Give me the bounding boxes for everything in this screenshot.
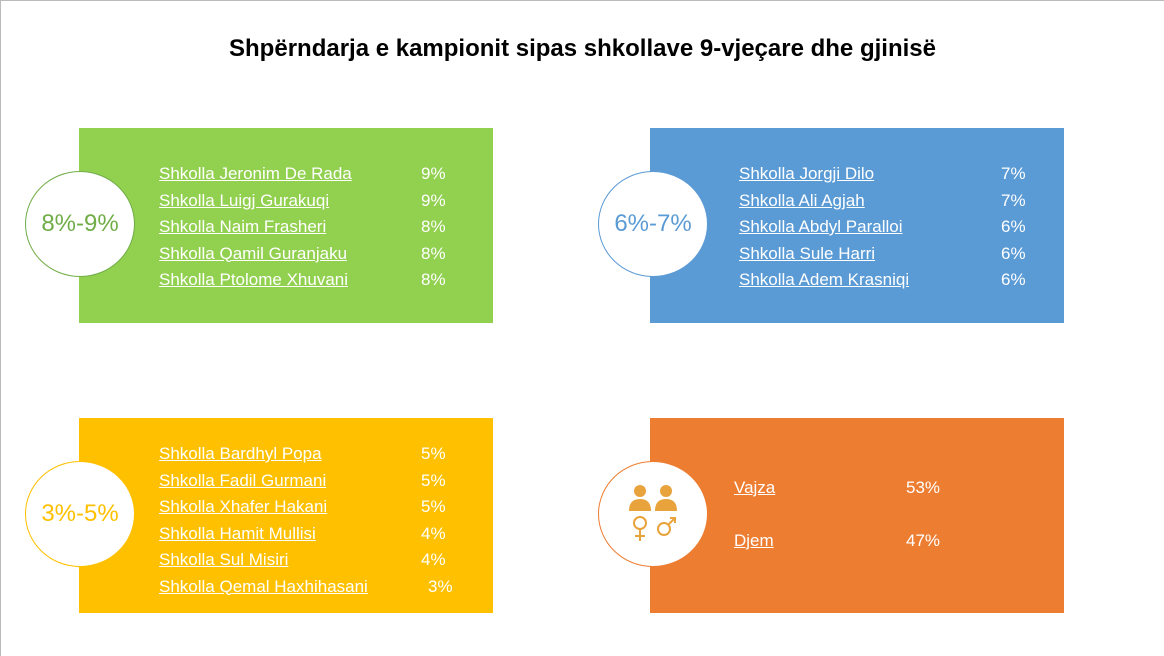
school-value: 5% [421, 444, 446, 463]
school-value: 6% [1001, 270, 1026, 289]
gender-name: Vajza [734, 478, 776, 497]
school-name: Shkolla Ptolome Xhuvani [159, 270, 349, 289]
school-name: Shkolla Bardhyl Popa [159, 444, 322, 463]
school-value: 8% [421, 217, 446, 236]
school-value: 7% [1001, 164, 1026, 183]
school-value: 5% [421, 470, 446, 490]
panel-blue [650, 128, 1064, 323]
school-value: 9% [421, 190, 446, 210]
school-name: Shkolla Hamit Mullisi [159, 523, 316, 543]
range-circle: 6%-7% [598, 171, 708, 277]
title: Shpërndarja e kampionit sipas shkollave … [229, 35, 936, 62]
school-name: Shkolla Sul Misiri [159, 550, 289, 569]
school-name: Shkolla Sule Harri [739, 243, 876, 263]
school-name: Shkolla Fadil Gurmani [159, 470, 327, 490]
gender-icon [629, 485, 677, 541]
school-name: Shkolla Jeronim De Rada [159, 164, 352, 183]
school-name: Shkolla Qemal Haxhihasani [159, 576, 368, 596]
school-value: 3% [428, 576, 453, 596]
range-circle: 3%-5% [25, 461, 135, 567]
gender-value: 53% [906, 478, 941, 497]
gender-circle [598, 461, 708, 567]
panel-green [79, 128, 493, 323]
school-value: 6% [1001, 217, 1026, 236]
school-name: Shkolla Naim Frasheri [159, 217, 327, 236]
school-name: Shkolla Jorgji Dilo [739, 164, 875, 183]
school-name: Shkolla Luigj Gurakuqi [159, 190, 330, 210]
panel-orange [650, 418, 1064, 613]
school-value: 4% [421, 550, 446, 569]
gender-name: Djem [734, 531, 774, 550]
school-name: Shkolla Adem Krasniqi [739, 270, 910, 289]
school-name: Shkolla Abdyl Paralloi [739, 217, 903, 236]
gender-value: 47% [906, 531, 941, 550]
school-value: 8% [421, 243, 446, 263]
school-value: 6% [1001, 243, 1026, 263]
school-name: Shkolla Ali Agjah [739, 190, 865, 210]
school-name: Shkolla Qamil Guranjaku [159, 243, 348, 263]
school-value: 8% [421, 270, 446, 289]
panel-yellow [79, 418, 493, 613]
school-value: 9% [421, 164, 446, 183]
school-name: Shkolla Xhafer Hakani [159, 497, 328, 516]
range-circle: 8%-9% [25, 171, 135, 277]
school-value: 4% [421, 523, 446, 543]
school-value: 5% [421, 497, 446, 516]
school-value: 7% [1001, 190, 1026, 210]
